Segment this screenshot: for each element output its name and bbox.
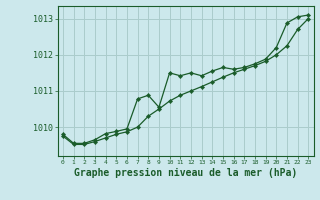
X-axis label: Graphe pression niveau de la mer (hPa): Graphe pression niveau de la mer (hPa) bbox=[74, 168, 297, 178]
